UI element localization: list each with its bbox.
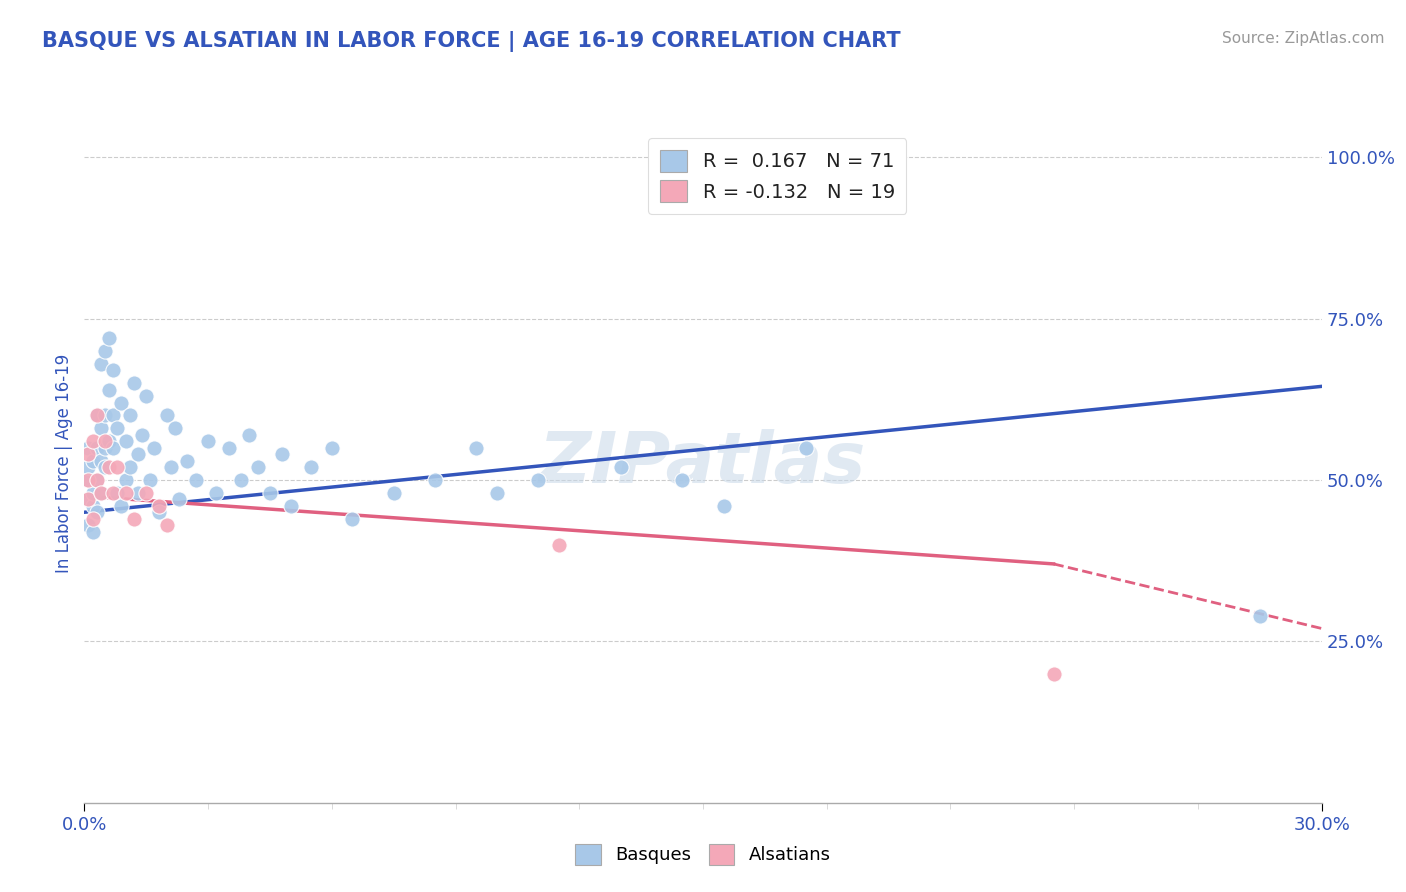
Point <box>103 363 125 377</box>
Point <box>127 486 149 500</box>
Point <box>229 473 252 487</box>
Point <box>205 486 228 500</box>
Point <box>671 473 693 487</box>
Point <box>82 434 104 449</box>
Point <box>218 441 240 455</box>
Point <box>259 486 281 500</box>
Point <box>77 473 100 487</box>
Point <box>527 473 550 487</box>
Point <box>122 512 145 526</box>
Point <box>1249 608 1271 623</box>
Point <box>1042 666 1064 681</box>
Point <box>342 512 364 526</box>
Point <box>82 524 104 539</box>
Point <box>118 460 141 475</box>
Legend: Basques, Alsatians: Basques, Alsatians <box>568 837 838 871</box>
Point <box>94 441 117 455</box>
Point <box>82 486 104 500</box>
Point <box>713 499 735 513</box>
Point <box>110 395 132 409</box>
Point <box>143 441 166 455</box>
Point <box>103 486 125 500</box>
Point <box>105 421 128 435</box>
Point <box>94 434 117 449</box>
Text: Source: ZipAtlas.com: Source: ZipAtlas.com <box>1222 31 1385 46</box>
Point <box>90 421 112 435</box>
Point <box>148 505 170 519</box>
Point <box>184 473 207 487</box>
Point <box>98 331 121 345</box>
Point <box>114 473 136 487</box>
Point <box>77 492 100 507</box>
Point <box>82 453 104 467</box>
Point <box>90 486 112 500</box>
Point <box>86 505 108 519</box>
Point <box>197 434 219 449</box>
Point <box>90 486 112 500</box>
Point <box>160 460 183 475</box>
Point <box>86 473 108 487</box>
Point <box>238 427 260 442</box>
Point <box>86 409 108 423</box>
Text: BASQUE VS ALSATIAN IN LABOR FORCE | AGE 16-19 CORRELATION CHART: BASQUE VS ALSATIAN IN LABOR FORCE | AGE … <box>42 31 901 53</box>
Point <box>94 409 117 423</box>
Point <box>77 473 100 487</box>
Point <box>110 499 132 513</box>
Point <box>794 441 817 455</box>
Point <box>86 441 108 455</box>
Point <box>148 499 170 513</box>
Point <box>94 460 117 475</box>
Point <box>321 441 343 455</box>
Point <box>135 486 157 500</box>
Point <box>90 357 112 371</box>
Point <box>90 453 112 467</box>
Point <box>127 447 149 461</box>
Point <box>122 376 145 391</box>
Point <box>94 343 117 358</box>
Point <box>86 409 108 423</box>
Point <box>86 473 108 487</box>
Point <box>103 409 125 423</box>
Point <box>103 441 125 455</box>
Y-axis label: In Labor Force | Age 16-19: In Labor Force | Age 16-19 <box>55 354 73 574</box>
Point <box>77 441 100 455</box>
Point <box>547 537 569 551</box>
Point <box>156 518 179 533</box>
Point <box>271 447 294 461</box>
Point <box>609 460 631 475</box>
Point <box>131 427 153 442</box>
Point <box>299 460 322 475</box>
Point <box>77 492 100 507</box>
Point <box>139 473 162 487</box>
Point <box>77 518 100 533</box>
Point <box>382 486 405 500</box>
Point <box>167 492 190 507</box>
Point <box>176 453 198 467</box>
Text: ZIPatlas: ZIPatlas <box>540 429 866 499</box>
Point <box>77 460 100 475</box>
Point <box>105 460 128 475</box>
Point <box>246 460 269 475</box>
Point <box>82 512 104 526</box>
Point <box>156 409 179 423</box>
Point <box>105 486 128 500</box>
Point <box>98 460 121 475</box>
Point <box>135 389 157 403</box>
Point <box>82 499 104 513</box>
Point <box>485 486 508 500</box>
Point <box>165 421 187 435</box>
Point <box>280 499 302 513</box>
Point <box>114 486 136 500</box>
Point <box>77 447 100 461</box>
Point <box>118 409 141 423</box>
Point <box>98 434 121 449</box>
Point <box>114 434 136 449</box>
Point <box>423 473 446 487</box>
Point <box>465 441 488 455</box>
Point <box>98 383 121 397</box>
